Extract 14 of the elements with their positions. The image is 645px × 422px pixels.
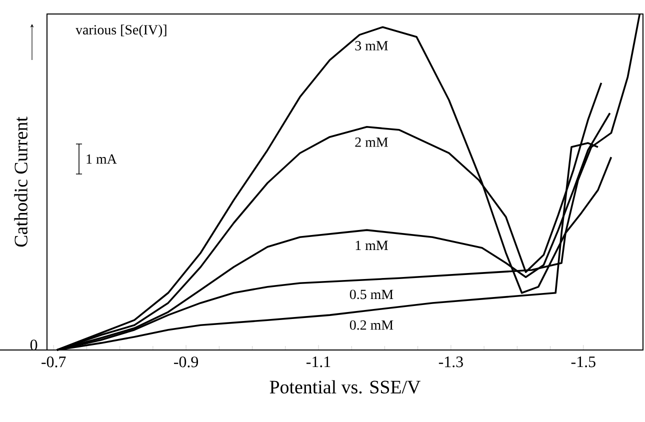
x-tick-label: -1.5: [571, 356, 596, 368]
series-label: 1 mM: [356, 240, 388, 250]
series-label: 3 mM: [355, 41, 388, 50]
x-tick-label: -0.9: [174, 356, 198, 368]
x-tick-label: -1.3: [438, 356, 463, 368]
series-label: 0.2 mM: [350, 320, 394, 330]
x-tick-label: -0.7: [42, 356, 66, 368]
series-label: 0.5 mM: [350, 290, 394, 300]
y-axis-title: Cathodic Current: [14, 116, 28, 247]
x-axis-title: Potential vs. SSE/V: [270, 380, 420, 394]
annotation: 1 mA: [86, 154, 117, 164]
x-tick-label: -1.1: [306, 356, 330, 368]
annotation: various [Se(IV)]: [76, 24, 166, 38]
series-label: 2 mM: [355, 138, 388, 147]
